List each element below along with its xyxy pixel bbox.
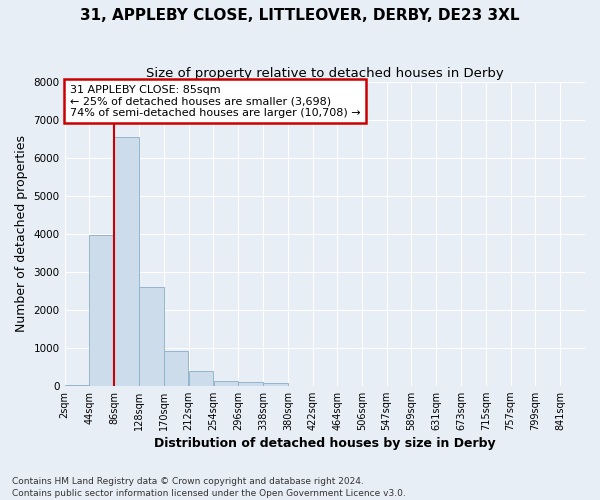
Bar (89, 235, 114, 386)
Text: 31, APPLEBY CLOSE, LITTLEOVER, DERBY, DE23 3XL: 31, APPLEBY CLOSE, LITTLEOVER, DERBY, DE… (80, 8, 520, 22)
Text: Contains HM Land Registry data © Crown copyright and database right 2024.
Contai: Contains HM Land Registry data © Crown c… (12, 476, 406, 498)
Bar (65, 384, 89, 386)
X-axis label: Distribution of detached houses by size in Derby: Distribution of detached houses by size … (154, 437, 496, 450)
Title: Size of property relative to detached houses in Derby: Size of property relative to detached ho… (146, 68, 503, 80)
Text: 31 APPLEBY CLOSE: 85sqm
← 25% of detached houses are smaller (3,698)
74% of semi: 31 APPLEBY CLOSE: 85sqm ← 25% of detache… (70, 84, 361, 118)
Bar (238, 382, 263, 386)
Bar (114, 137, 139, 386)
Bar (164, 352, 188, 386)
Bar (214, 381, 238, 386)
Bar (263, 384, 288, 386)
Bar (139, 287, 164, 386)
Bar (189, 372, 213, 386)
Y-axis label: Number of detached properties: Number of detached properties (15, 135, 28, 332)
